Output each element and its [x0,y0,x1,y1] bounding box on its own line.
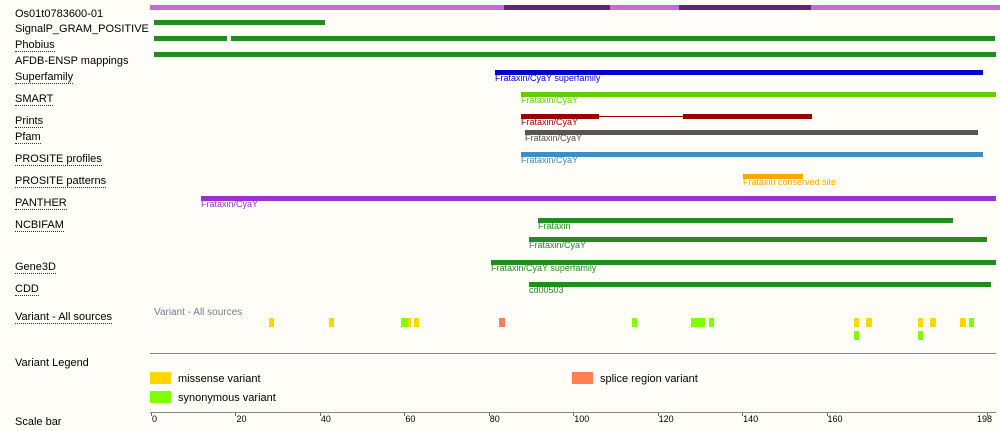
track-label-prosite-patterns[interactable]: PROSITE patterns [15,175,107,188]
variant-marker[interactable] [269,318,274,327]
pfam-feature-label: Frataxin/CyaY [525,133,583,143]
variant-marker[interactable] [709,318,714,327]
variant-marker[interactable] [960,318,966,327]
gene3d-feature[interactable] [491,260,996,265]
legend-label-synonymous: synonymous variant [178,392,276,404]
scale-tick-mark [151,413,152,416]
protein-bar-seg-2 [504,5,610,10]
protein-bar-seg-5 [811,5,1000,10]
phobius-feature-1[interactable] [154,36,227,41]
track-label-scale-bar: Scale bar [15,416,62,428]
scale-tick-label: 100 [574,414,590,424]
variant-marker[interactable] [866,318,872,327]
smart-feature[interactable] [521,92,996,97]
phobius-feature-2[interactable] [231,36,995,41]
track-label-signalp: SignalP_GRAM_POSITIVE [15,23,149,35]
gene3d-feature-label: Frataxin/CyaY superfamily [491,263,597,273]
ncbifam-feature-1-label: Frataxin [538,221,571,231]
track-label-afdb: AFDB-ENSP mappings [15,55,129,67]
prints-connector [599,116,683,117]
ncbifam-feature-1[interactable] [538,218,953,223]
track-label-prints[interactable]: Prints [15,115,44,128]
track-label-variant-legend: Variant Legend [15,357,89,369]
variant-marker[interactable] [408,318,411,327]
variant-marker[interactable] [632,318,637,327]
signalp-feature[interactable] [154,20,325,25]
pfam-feature[interactable] [525,130,978,135]
track-label-cdd[interactable]: CDD [15,283,39,296]
afdb-feature[interactable] [154,52,996,57]
protein-bar-seg-4 [679,5,811,10]
scale-tick-label: 0 [152,414,158,424]
protein-bar-seg-3 [610,5,679,10]
prints-feature-2[interactable] [683,114,812,119]
scale-tick-label: 140 [743,414,759,424]
variant-marker[interactable] [918,318,923,327]
scale-tick-label: 120 [658,414,674,424]
variant-marker[interactable] [854,331,859,340]
scale-tick-mark [573,413,575,416]
scale-tick-mark [742,413,744,416]
variant-marker[interactable] [691,318,705,327]
track-label-smart[interactable]: SMART [15,93,54,106]
cdd-feature-label: cd00503 [529,285,564,295]
variant-separator [150,353,996,354]
superfamily-feature[interactable] [495,70,983,75]
scale-tick-label: 40 [320,414,331,424]
prosite-profiles-feature[interactable] [521,152,983,157]
prints-feature-label: Frataxin/CyaY [521,117,579,127]
prosite-patterns-feature-label: Frataxin conserved site [743,177,837,187]
prosite-patterns-feature[interactable] [743,174,803,179]
legend-label-splice: splice region variant [600,373,698,385]
scale-tick-mark [235,413,237,416]
track-label-gene3d[interactable]: Gene3D [15,261,56,274]
scale-tick-label: 160 [827,414,843,424]
variant-marker[interactable] [499,318,505,327]
legend-label-missense: missense variant [178,373,261,385]
variant-marker[interactable] [969,318,974,327]
scale-tick-mark [826,413,828,416]
variant-marker[interactable] [414,318,419,327]
scale-tick-label: 80 [489,414,500,424]
variant-marker[interactable] [401,318,408,327]
prosite-profiles-feature-label: Frataxin/CyaY [521,155,579,165]
ncbifam-feature-2[interactable] [529,237,987,242]
scale-tick-label: 20 [236,414,247,424]
superfamily-feature-label: Frataxin/CyaY superfamily [495,73,601,83]
protein-id-label: Os01t0783600-01 [15,8,104,20]
panther-feature[interactable] [201,196,996,201]
scale-tick-mark [987,413,988,416]
cdd-feature[interactable] [529,282,991,287]
track-label-ncbifam[interactable]: NCBIFAM [15,219,64,232]
legend-swatch-synonymous [150,391,171,403]
scale-tick-mark [657,413,659,416]
variant-marker[interactable] [854,318,859,327]
track-label-pfam[interactable]: Pfam [15,131,41,144]
track-label-panther[interactable]: PANTHER [15,197,67,210]
track-label-prosite-profiles[interactable]: PROSITE profiles [15,153,102,166]
prints-feature-1[interactable] [521,114,599,119]
scale-tick-mark [319,413,321,416]
legend-swatch-splice [572,372,593,384]
track-label-superfamily[interactable]: Superfamily [15,71,74,84]
legend-swatch-missense [150,372,171,384]
track-label-phobius[interactable]: Phobius [15,39,55,52]
scale-tick-mark [488,413,490,416]
variant-marker[interactable] [918,331,923,340]
scale-bar-line [150,412,996,413]
protein-bar-seg-1 [150,5,504,10]
scale-tick-label: 198 [977,414,993,424]
track-label-variant-all[interactable]: Variant - All sources [15,311,113,324]
panther-feature-label: Frataxin/CyaY [201,199,259,209]
variant-marker[interactable] [930,318,936,327]
ncbifam-feature-2-label: Frataxin/CyaY [529,240,587,250]
variant-marker[interactable] [329,318,334,327]
smart-feature-label: Frataxin/CyaY [521,95,579,105]
scale-tick-mark [404,413,406,416]
scale-tick-label: 60 [405,414,416,424]
variant-track-caption: Variant - All sources [154,307,243,318]
